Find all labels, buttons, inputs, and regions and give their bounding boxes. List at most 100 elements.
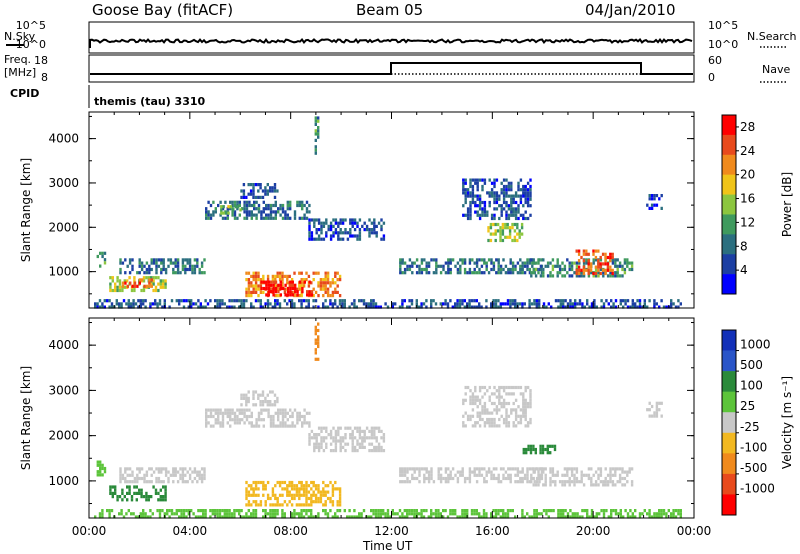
data-cell <box>401 261 404 265</box>
data-cell <box>473 473 476 477</box>
data-cell <box>519 417 523 422</box>
data-cell <box>233 200 237 204</box>
data-cell <box>313 218 316 222</box>
data-cell <box>550 509 553 513</box>
data-cell <box>594 483 598 487</box>
x-tick-label: 20:00 <box>576 524 611 538</box>
data-cell <box>533 512 536 516</box>
data-cell <box>220 205 223 209</box>
data-cell <box>439 271 443 275</box>
data-cell <box>507 473 510 477</box>
data-cell <box>475 271 479 275</box>
data-cell <box>261 393 265 397</box>
data-cell <box>314 145 317 149</box>
data-cell <box>300 299 303 303</box>
data-cell <box>609 476 612 481</box>
data-cell <box>162 282 165 286</box>
data-cell <box>616 264 619 268</box>
data-cell <box>157 467 161 471</box>
data-cell <box>356 237 359 241</box>
data-cell <box>133 276 136 280</box>
data-cell <box>273 186 277 190</box>
data-cell <box>250 515 253 519</box>
data-cell <box>109 285 112 289</box>
data-cell <box>368 436 371 440</box>
data-cell <box>468 470 472 474</box>
data-cell <box>320 228 323 232</box>
data-cell <box>628 470 631 474</box>
data-cell <box>454 473 457 477</box>
data-cell <box>194 515 198 519</box>
data-cell <box>245 207 249 211</box>
data-cell <box>286 213 289 217</box>
data-cell <box>520 232 524 236</box>
data-cell <box>94 302 97 306</box>
data-cell <box>250 294 253 298</box>
data-cell <box>228 299 231 303</box>
data-cell <box>283 515 286 519</box>
data-cell <box>375 224 378 228</box>
data-cell <box>469 213 472 217</box>
data-cell <box>305 200 309 204</box>
data-cell <box>284 293 287 297</box>
data-cell <box>595 305 598 309</box>
data-cell <box>162 279 165 283</box>
data-cell <box>249 183 253 187</box>
data-cell <box>490 188 494 192</box>
data-cell <box>320 429 323 433</box>
data-cell <box>229 207 232 211</box>
data-cell <box>511 238 514 243</box>
data-cell <box>425 299 428 303</box>
data-cell <box>271 490 275 494</box>
data-cell <box>526 512 529 516</box>
data-cell <box>564 299 567 303</box>
data-cell <box>516 222 519 227</box>
beam-title: Beam 05 <box>356 1 423 19</box>
data-cell <box>202 305 205 309</box>
data-cell <box>184 467 187 471</box>
data-cell <box>415 509 418 513</box>
data-cell <box>539 447 542 452</box>
data-cell <box>478 207 482 211</box>
data-cell <box>181 264 185 268</box>
data-cell <box>181 470 185 474</box>
data-cell <box>226 421 229 425</box>
data-cell <box>495 191 499 195</box>
data-cell <box>261 400 265 404</box>
data-cell <box>317 341 320 345</box>
data-cell <box>585 252 588 256</box>
data-cell <box>464 424 467 428</box>
data-cell <box>257 183 260 187</box>
data-cell <box>580 473 583 477</box>
data-cell <box>274 210 277 214</box>
data-cell <box>534 447 537 452</box>
data-cell <box>550 305 553 309</box>
data-cell <box>413 470 416 474</box>
data-cell <box>199 515 202 519</box>
data-cell <box>138 281 141 285</box>
data-cell <box>295 484 299 488</box>
data-cell <box>469 194 472 198</box>
data-cell <box>286 487 289 491</box>
data-cell <box>322 287 325 291</box>
data-cell <box>597 249 600 253</box>
data-cell <box>300 509 303 513</box>
data-cell <box>609 265 612 269</box>
data-cell <box>140 488 143 492</box>
data-cell <box>563 467 567 471</box>
data-cell <box>504 515 507 519</box>
data-cell <box>587 476 591 481</box>
data-cell <box>568 476 571 481</box>
data-cell <box>130 495 134 499</box>
data-cell <box>498 398 501 402</box>
data-cell <box>162 498 165 502</box>
data-cell <box>279 283 282 287</box>
data-cell <box>434 515 438 519</box>
data-cell <box>238 200 241 204</box>
data-cell <box>489 226 493 230</box>
data-cell <box>510 207 513 211</box>
data-cell <box>329 496 332 501</box>
data-cell <box>462 184 465 189</box>
data-cell <box>337 234 340 238</box>
data-cell <box>186 261 189 265</box>
